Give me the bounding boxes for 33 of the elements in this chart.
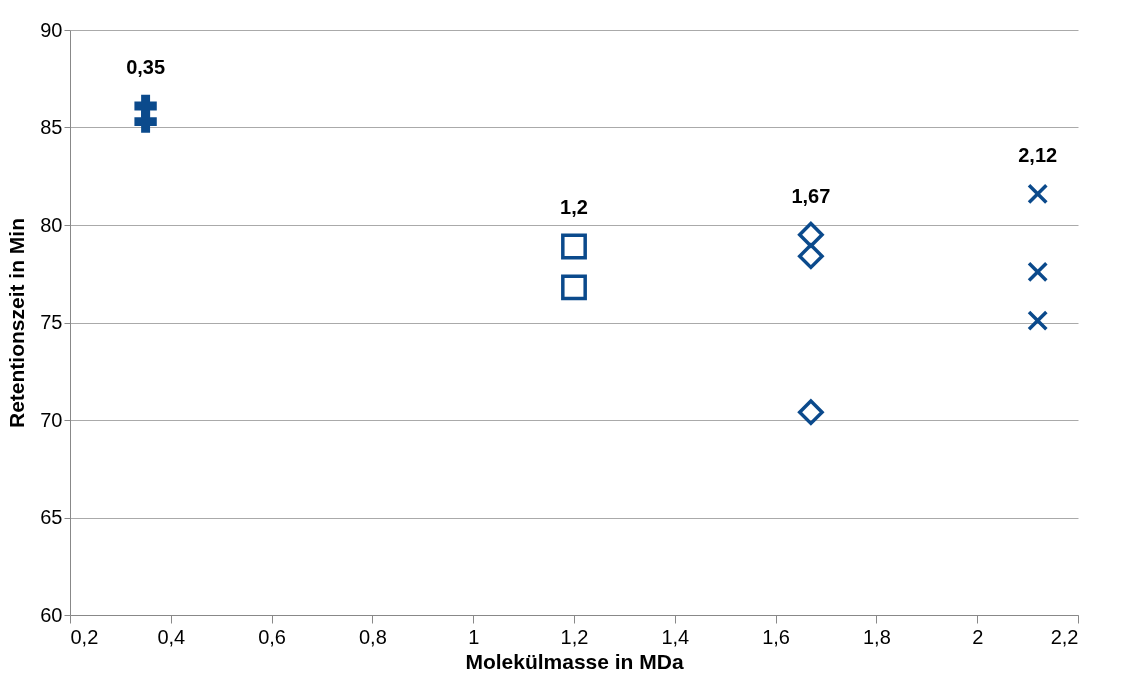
y-axis-title: Retentionszeit in Min: [5, 218, 29, 428]
point: [1027, 310, 1049, 331]
y-tick-label: 75: [40, 311, 63, 333]
x-tick-label: 1,2: [560, 625, 589, 648]
point: [797, 243, 824, 270]
y-tick-label: 80: [40, 213, 63, 236]
x-tick-label: 0,2: [70, 625, 99, 648]
y-tick-label: 70: [40, 408, 63, 431]
x-tick-label: 2: [972, 625, 984, 648]
annotation: 1,2: [560, 196, 588, 219]
x-tick-label: 1,6: [762, 625, 791, 648]
y-tick-label: 85: [40, 116, 63, 138]
annotation: 2,12: [1018, 143, 1058, 166]
point: [797, 399, 824, 426]
x-axis-title: Molekülmasse in MDa: [465, 649, 684, 673]
x-tick-label: 2,2: [1050, 625, 1079, 648]
point: [561, 233, 587, 260]
x-tick-label: 1: [468, 625, 480, 648]
point: [561, 274, 587, 301]
y-tick-label: 65: [40, 506, 63, 528]
y-tick-label: 60: [40, 603, 63, 626]
point: [797, 221, 824, 248]
annotation: 0,35: [126, 56, 166, 79]
y-tick-label: 90: [40, 18, 63, 41]
x-tick-label: 1,8: [862, 625, 891, 648]
annotation: 1,67: [791, 184, 831, 207]
x-tick-label: 1,4: [661, 625, 690, 648]
point: [134, 110, 157, 133]
point: [1027, 183, 1049, 205]
point: [1027, 261, 1049, 283]
x-tick-label: 0,4: [157, 625, 186, 648]
x-tick-label: 0,8: [358, 625, 387, 648]
x-tick-label: 0,6: [258, 625, 287, 648]
